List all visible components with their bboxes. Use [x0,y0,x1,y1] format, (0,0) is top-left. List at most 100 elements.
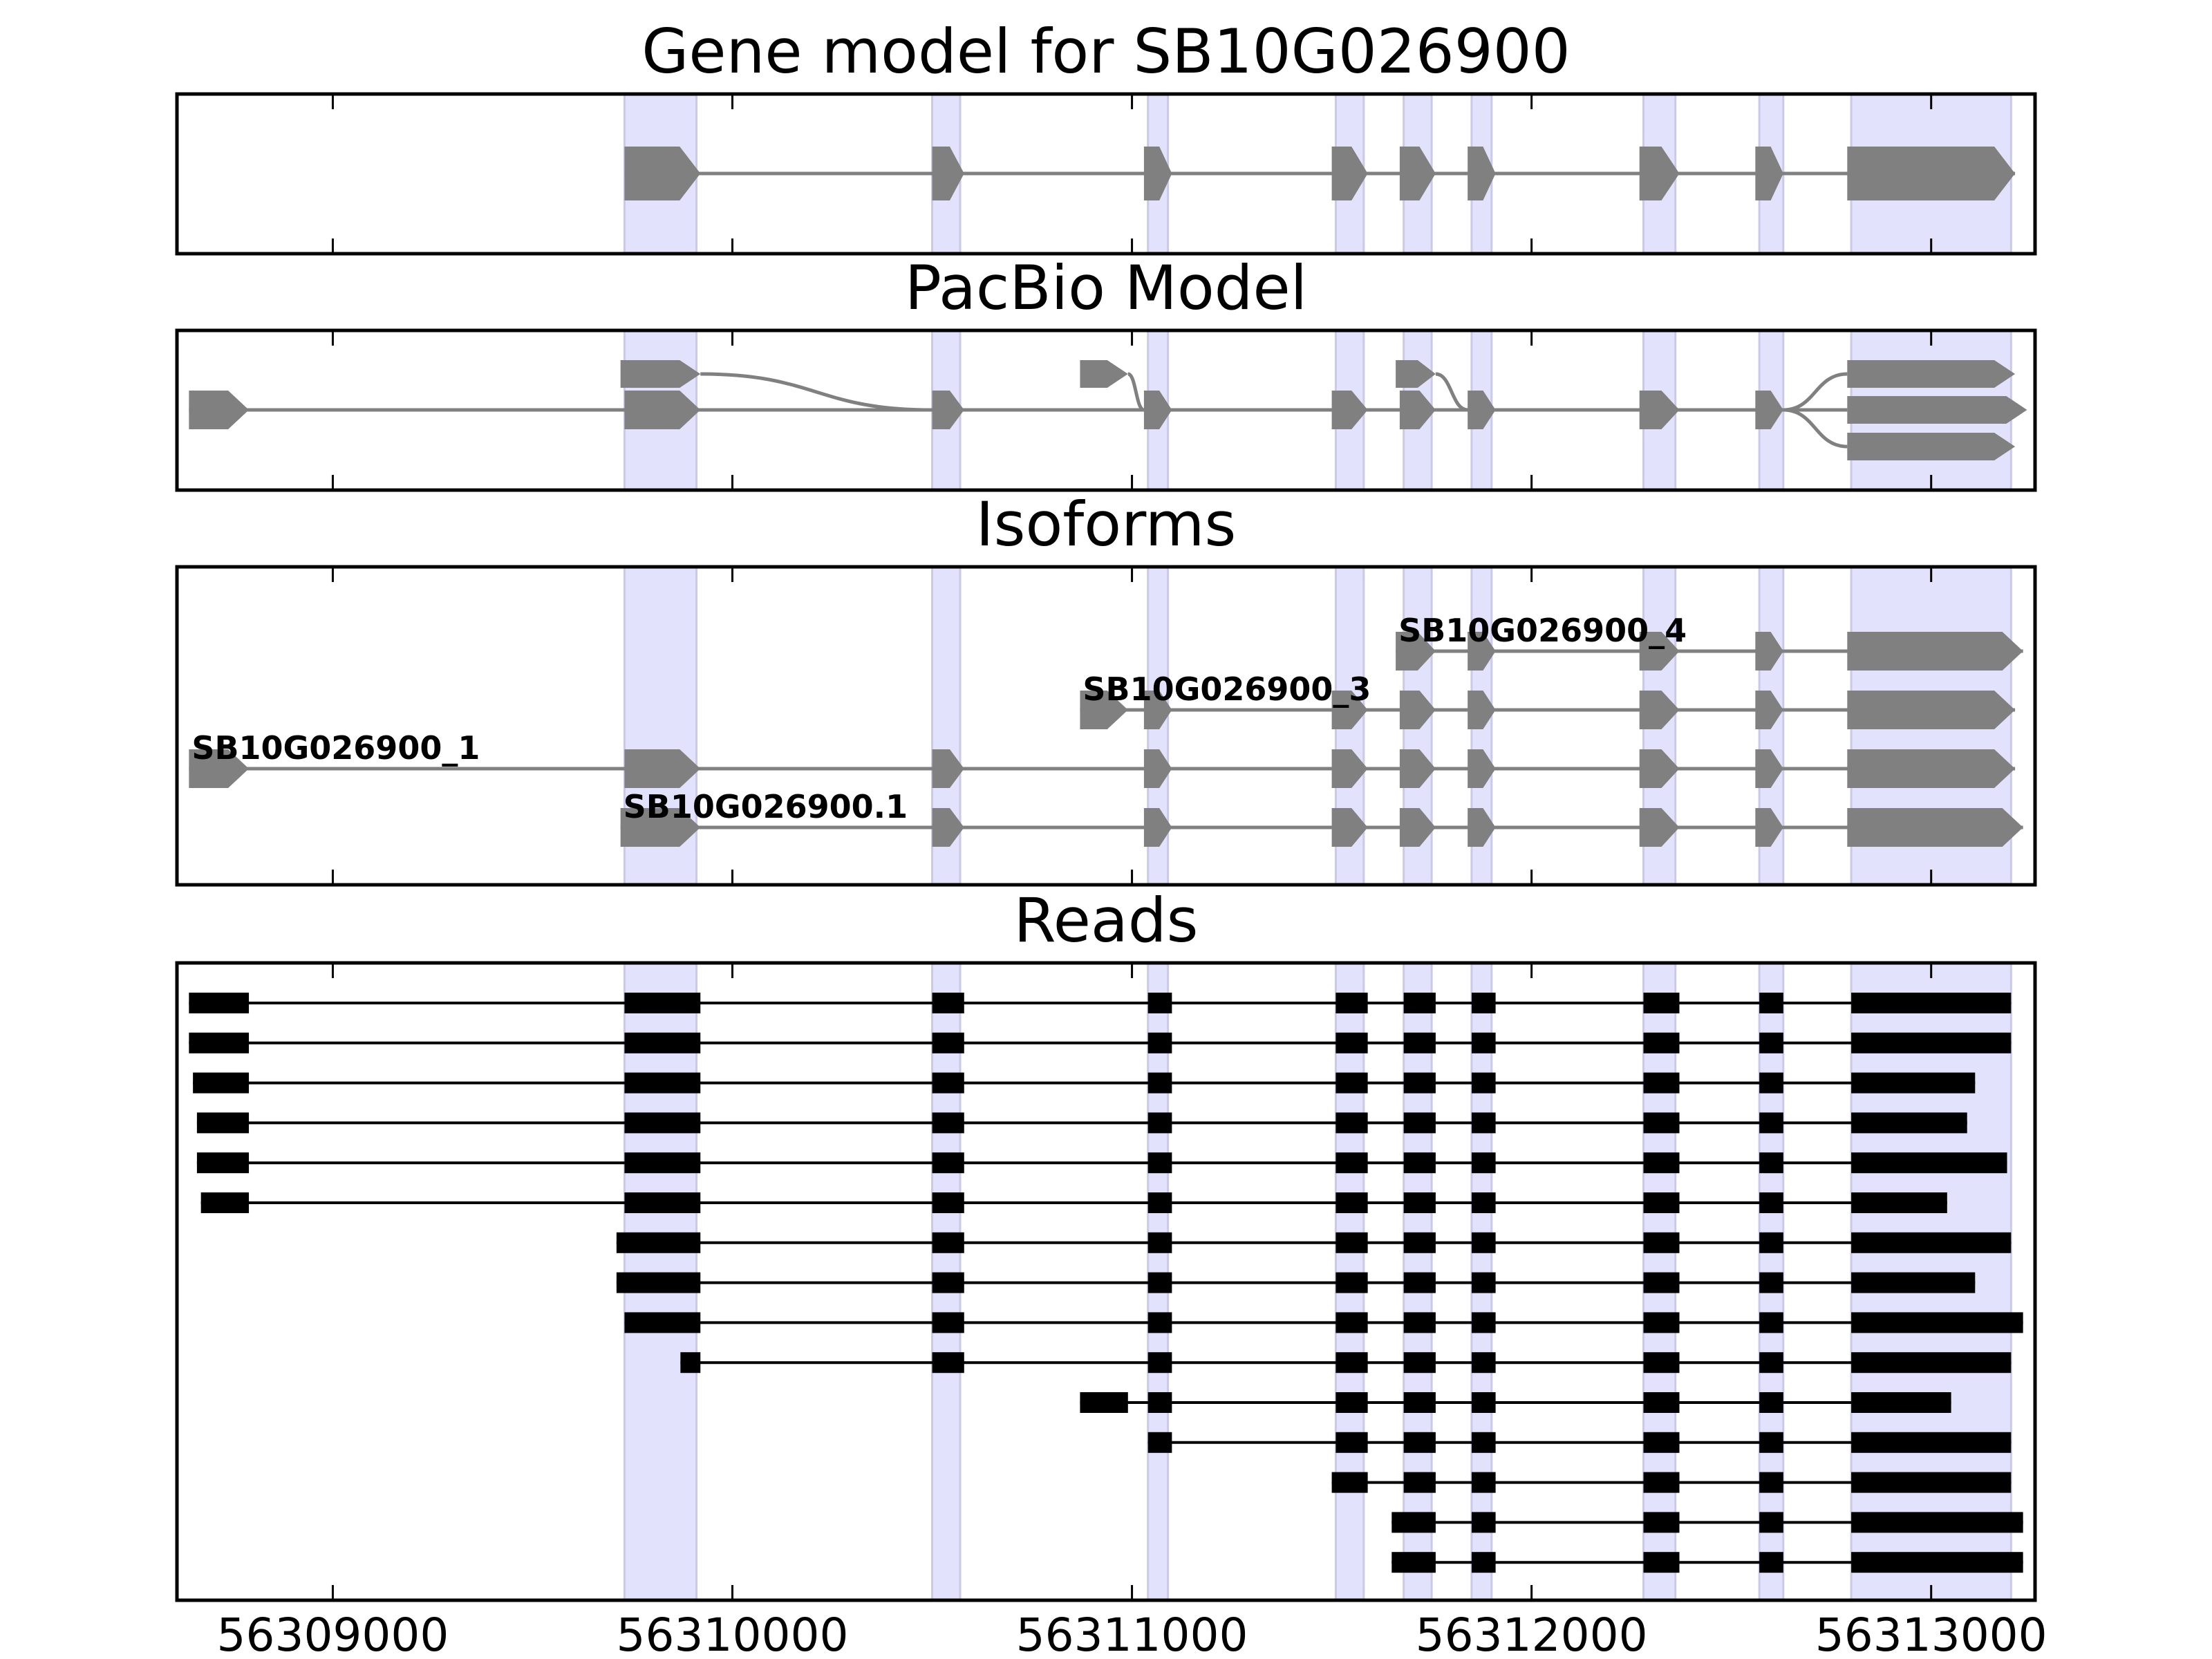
read-exon-block [624,1152,701,1174]
gene-model-ticks [331,94,1933,254]
read-exon-block [1643,993,1680,1013]
read-exon-block [1471,1512,1496,1533]
exon-arrow [1755,749,1783,788]
pacbio-model-panel: PacBio Model [175,252,2037,492]
isoforms-panel: Isoforms SB10G026900_4SB10G026900_3SB10G… [175,489,2037,887]
read-exon-block [624,1192,701,1213]
read-exon-block [1471,1472,1496,1493]
pacbio-model-graph [189,360,2027,460]
read-exon-block [1759,1032,1783,1053]
read-exon-block [1403,1392,1436,1413]
read-exon-block [932,1152,964,1174]
exon-arrow [1399,391,1436,429]
read-exon-block [1851,1072,1976,1094]
x-tick-label: 56309000 [216,1609,449,1659]
read-exon-block [616,1272,701,1293]
read-exon-block [1403,1192,1436,1213]
read-exon-block [1471,1552,1496,1573]
read-exon-block [1335,1032,1368,1053]
read-exon-block [624,1072,701,1094]
read-exon-block [1471,1232,1496,1253]
exon-arrow [1639,391,1680,429]
pacbio-model-ticks [331,330,1933,490]
read-exon-block [1471,1192,1496,1213]
pacbio-connector [1435,372,1468,412]
x-tick-label: 56313000 [1815,1609,2047,1659]
exon-arrow [1399,147,1436,200]
read-exon-block [932,1192,964,1213]
read-exon-block [1643,1072,1680,1094]
read-exon-block [1335,1072,1368,1094]
exon-arrow [1331,749,1368,788]
exon-arrow [1468,632,1496,671]
exon-arrow [624,147,701,200]
exon-arrow [1399,808,1436,847]
read-exon-block [1759,1192,1783,1213]
read-exon-block [1851,1312,2023,1333]
pacbio-model-frame [175,328,2037,492]
read-exon-block [1471,1032,1496,1053]
read-exon-block [1759,1432,1783,1453]
exon-arrow [1468,749,1496,788]
read-exon-block [1403,1032,1436,1053]
exon-arrow [1331,691,1368,729]
pacbio-connector [700,372,932,412]
read-exon-block [1335,1432,1368,1453]
read-exon-block [1335,1112,1368,1134]
read-exon-block [1759,1072,1783,1094]
exon-arrow [1143,391,1172,429]
exon-arrow [1639,749,1680,788]
reads-ticks [331,963,1933,1600]
read-exon-block [932,1352,964,1374]
read-exon-block [1391,1512,1436,1533]
read-exon-block [1851,1392,1951,1413]
exon-arrow [1639,147,1680,200]
gene-model-tracks [624,147,2016,200]
read-exon-block [1471,993,1496,1013]
exon-arrow [1143,691,1172,729]
read-exon-block [193,1072,250,1094]
read-exon-block [1147,1272,1172,1293]
read-exon-block [1147,1232,1172,1253]
read-exon-block [1851,1472,2012,1493]
read-exon-block [1471,1432,1496,1453]
read-exon-block [1851,1432,2012,1453]
x-tick-label: 56311000 [1016,1609,1248,1659]
read-exon-block [1335,1272,1368,1293]
read-exon-block [1403,1072,1436,1094]
read-exon-block [1403,1232,1436,1253]
isoform-label: SB10G026900_3 [1082,671,1371,708]
read-exon-block [1331,1472,1368,1493]
read-exon-block [1851,1512,2023,1533]
read-exon-block [1759,1272,1783,1293]
read-exon-block [1759,1352,1783,1374]
read-exon-block [1335,1192,1368,1213]
pacbio-node [1847,433,2016,460]
read-exon-block [1403,1312,1436,1333]
read-exon-block [932,1232,964,1253]
read-exon-block [1471,1272,1496,1293]
read-exon-block [624,1032,701,1053]
pacbio-node [1396,360,1436,388]
exon-arrow [932,391,964,429]
read-exon-block [1147,1312,1172,1333]
pacbio-connector [1127,372,1145,412]
read-exon-block [1471,1392,1496,1413]
read-exon-block [1851,1032,2012,1053]
exon-arrow [932,147,964,200]
exon-arrow [1143,749,1172,788]
exon-arrow [1143,147,1172,200]
isoform-label: SB10G026900_1 [191,729,480,767]
read-exon-block [196,1112,250,1134]
read-exon-block [932,1112,964,1134]
read-exon-block [1335,1392,1368,1413]
exon-arrow [1331,391,1368,429]
reads-title: Reads [1014,885,1199,956]
isoform-label: SB10G026900.1 [624,788,908,825]
read-exon-block [1147,1072,1172,1094]
read-exon-block [196,1152,250,1174]
read-exon-block [1643,1552,1680,1573]
read-exon-block [1643,1272,1680,1293]
pacbio-connector [1783,372,1848,412]
read-exon-block [1851,1272,1976,1293]
